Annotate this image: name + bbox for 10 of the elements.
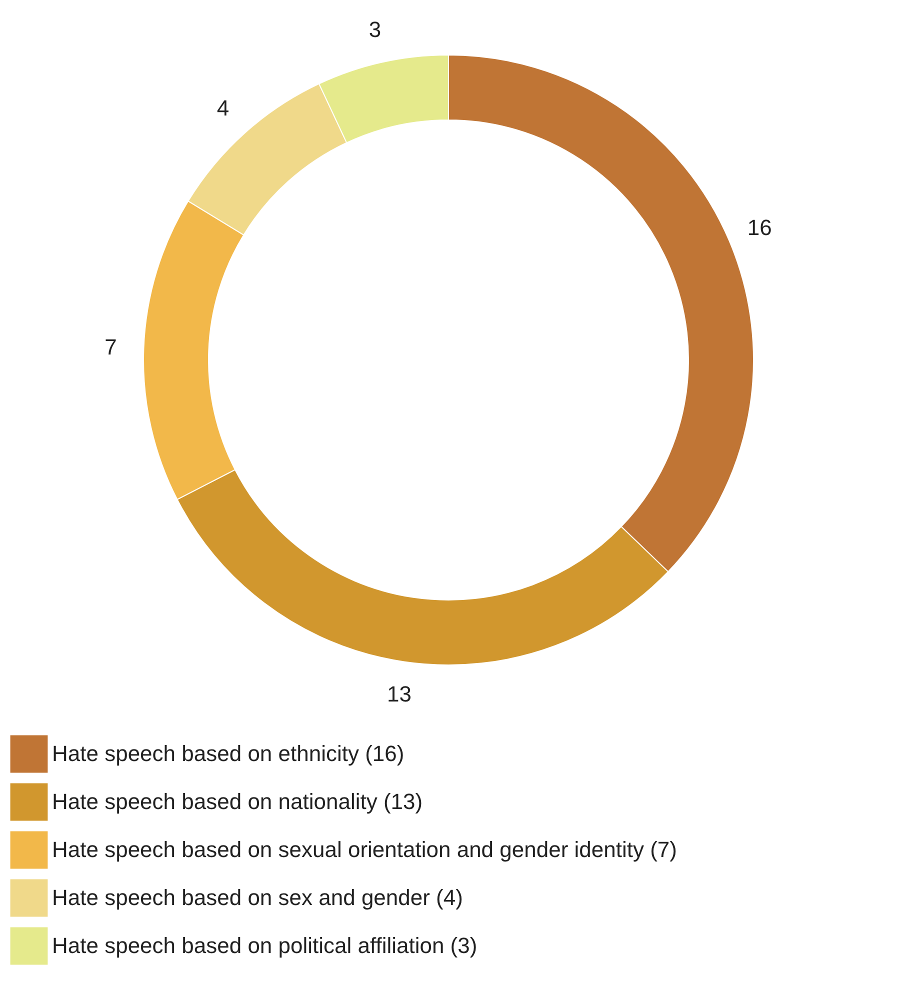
data-label: 4 [216, 95, 230, 120]
data-label: 13 [387, 681, 412, 706]
legend-label: Hate speech based on ethnicity (16) [52, 741, 404, 766]
legend-label: Hate speech based on sex and gender (4) [52, 885, 463, 910]
data-label: 7 [104, 334, 117, 360]
legend-label: Hate speech based on political affiliation (3) [52, 933, 478, 958]
legend-label: Hate speech based on sexual orientation and gender identity (7) [52, 837, 677, 862]
data-label: 3 [368, 17, 382, 42]
data-label: 16 [747, 214, 772, 240]
legend-label: Hate speech based on nationality (13) [52, 789, 423, 814]
